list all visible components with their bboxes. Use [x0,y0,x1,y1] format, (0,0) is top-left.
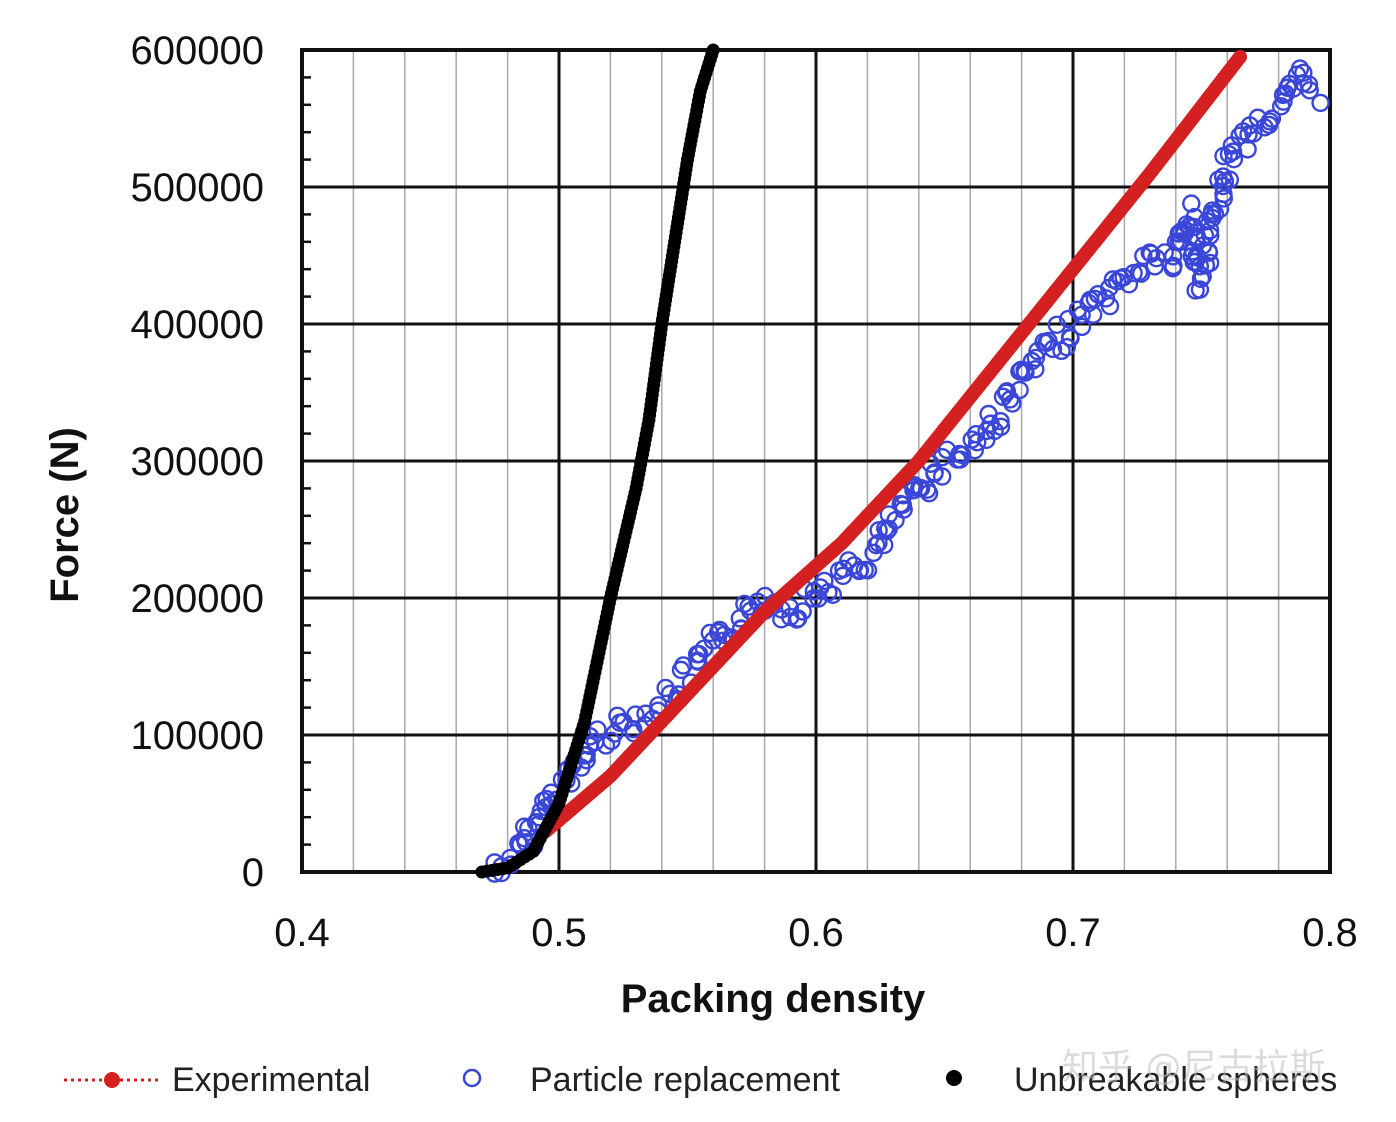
data-point-particle-replacement [839,551,858,570]
data-point-particle-replacement [1203,201,1222,220]
x-tick-label: 0.5 [531,911,587,955]
data-point-particle-replacement [1043,339,1063,359]
x-tick-label: 0.4 [274,911,330,955]
legend-label-unbreakable-spheres: Unbreakable spheres [1014,1060,1338,1099]
data-point-particle-replacement [1230,126,1249,145]
data-point-particle-replacement [1220,170,1240,189]
y-tick-label: 600000 [131,29,264,73]
data-point-particle-replacement [1190,257,1210,276]
data-point-particle-replacement [966,424,986,444]
data-point-particle-replacement [1072,317,1092,337]
data-point-particle-replacement [815,571,834,591]
data-point-particle-replacement [1294,63,1313,83]
data-point-particle-replacement [1047,315,1067,334]
data-point-particle-replacement [1300,81,1319,100]
data-point-particle-replacement [605,724,624,743]
data-point-particle-replacement [1100,296,1120,316]
grid-lines [300,48,1332,874]
data-point-particle-replacement [823,585,843,604]
legend-item-experimental: Experimental [62,1052,370,1108]
data-point-particle-replacement [1200,253,1220,273]
data-point-particle-replacement [1163,259,1183,278]
series-layer [475,43,1330,883]
legend-item-unbreakable-spheres: Unbreakable spheres [940,1052,1337,1108]
legend-marker-particle-replacement [462,1068,482,1088]
data-point-particle-replacement [894,500,913,519]
data-point-particle-replacement [1057,337,1076,357]
legend: Experimental Particle replacement Unbrea… [0,1052,1396,1108]
data-point-particle-replacement [1271,97,1291,116]
data-point-particle-replacement [925,464,944,483]
y-tick-label: 0 [242,851,264,895]
data-point-particle-replacement [991,417,1011,437]
data-point-particle-replacement [1299,75,1319,94]
data-point-particle-replacement [1224,149,1244,169]
data-point-particle-replacement [1052,341,1071,361]
series-unbreakable-spheres [475,43,720,879]
data-point-particle-replacement [991,411,1010,431]
y-tick-label: 200000 [131,577,264,621]
data-point-particle-replacement [1026,360,1045,379]
data-point-particle-replacement [1145,257,1165,276]
y-tick-label: 100000 [131,714,264,758]
data-point-particle-replacement [1119,275,1139,294]
y-tick-label: 400000 [131,303,264,347]
x-tick-label: 0.6 [788,911,844,955]
data-point-particle-replacement [932,467,952,486]
data-point-particle-replacement [793,602,812,621]
x-axis-title: Packing density [621,977,926,1021]
data-point-particle-replacement [1185,207,1204,227]
data-point-particle-replacement [1022,351,1042,371]
legend-label-experimental: Experimental [172,1060,371,1099]
data-point-particle-replacement [1061,328,1080,348]
data-point-particle-replacement [967,432,987,452]
tick-labels: 0.4 0.5 0.6 0.7 0.8 0 100000 200000 300000 400000… [131,29,1358,955]
data-point-particle-replacement [858,561,878,580]
data-point-particle-replacement [596,736,616,755]
data-point-particle-replacement [953,445,972,465]
data-point-particle-replacement [833,566,853,586]
data-point-particle-replacement [910,479,929,498]
data-point-particle-replacement [1142,244,1161,263]
data-point-particle-replacement [1199,242,1218,261]
data-point-particle-replacement [1182,194,1201,213]
legend-marker-unbreakable-spheres [946,1070,962,1086]
legend-label-particle-replacement: Particle replacement [530,1060,840,1099]
data-point-particle-replacement [588,720,607,739]
plot-frame [300,48,1332,874]
data-point-particle-replacement [700,623,720,643]
y-tick-label: 300000 [131,440,264,484]
x-tick-label: 0.7 [1045,911,1101,955]
data-point-particle-replacement [1311,93,1330,113]
data-point-particle-replacement [1010,380,1029,400]
data-point-particle-replacement [1219,145,1239,164]
data-point-particle-replacement [1131,264,1151,283]
series-experimental [539,49,1248,838]
data-point-particle-replacement [690,644,709,664]
x-tick-label: 0.8 [1302,911,1358,955]
chart-svg: 0.4 0.5 0.6 0.7 0.8 0 100000 200000 300000 400000… [43,29,1358,1021]
y-axis-title: Force (N) [43,427,87,603]
data-point-experimental [1233,49,1248,64]
data-point-particle-replacement [626,705,645,724]
legend-marker-experimental [64,1072,160,1088]
data-point-particle-replacement [1026,348,1046,368]
data-point-particle-replacement [918,480,937,499]
y-tick-label: 500000 [131,166,264,210]
data-point-particle-replacement [649,696,668,715]
data-point-particle-replacement [1262,109,1282,128]
data-point-particle-replacement [1260,112,1279,131]
legend-item-particle-replacement: Particle replacement [458,1052,840,1108]
data-point-particle-replacement [1190,280,1210,299]
data-point-particle-replacement [1155,243,1174,262]
data-point-unbreakable-spheres [706,43,720,57]
series-particle-replacement [485,59,1330,883]
watermark: 知乎 @尼古拉斯 [1062,1047,1326,1088]
